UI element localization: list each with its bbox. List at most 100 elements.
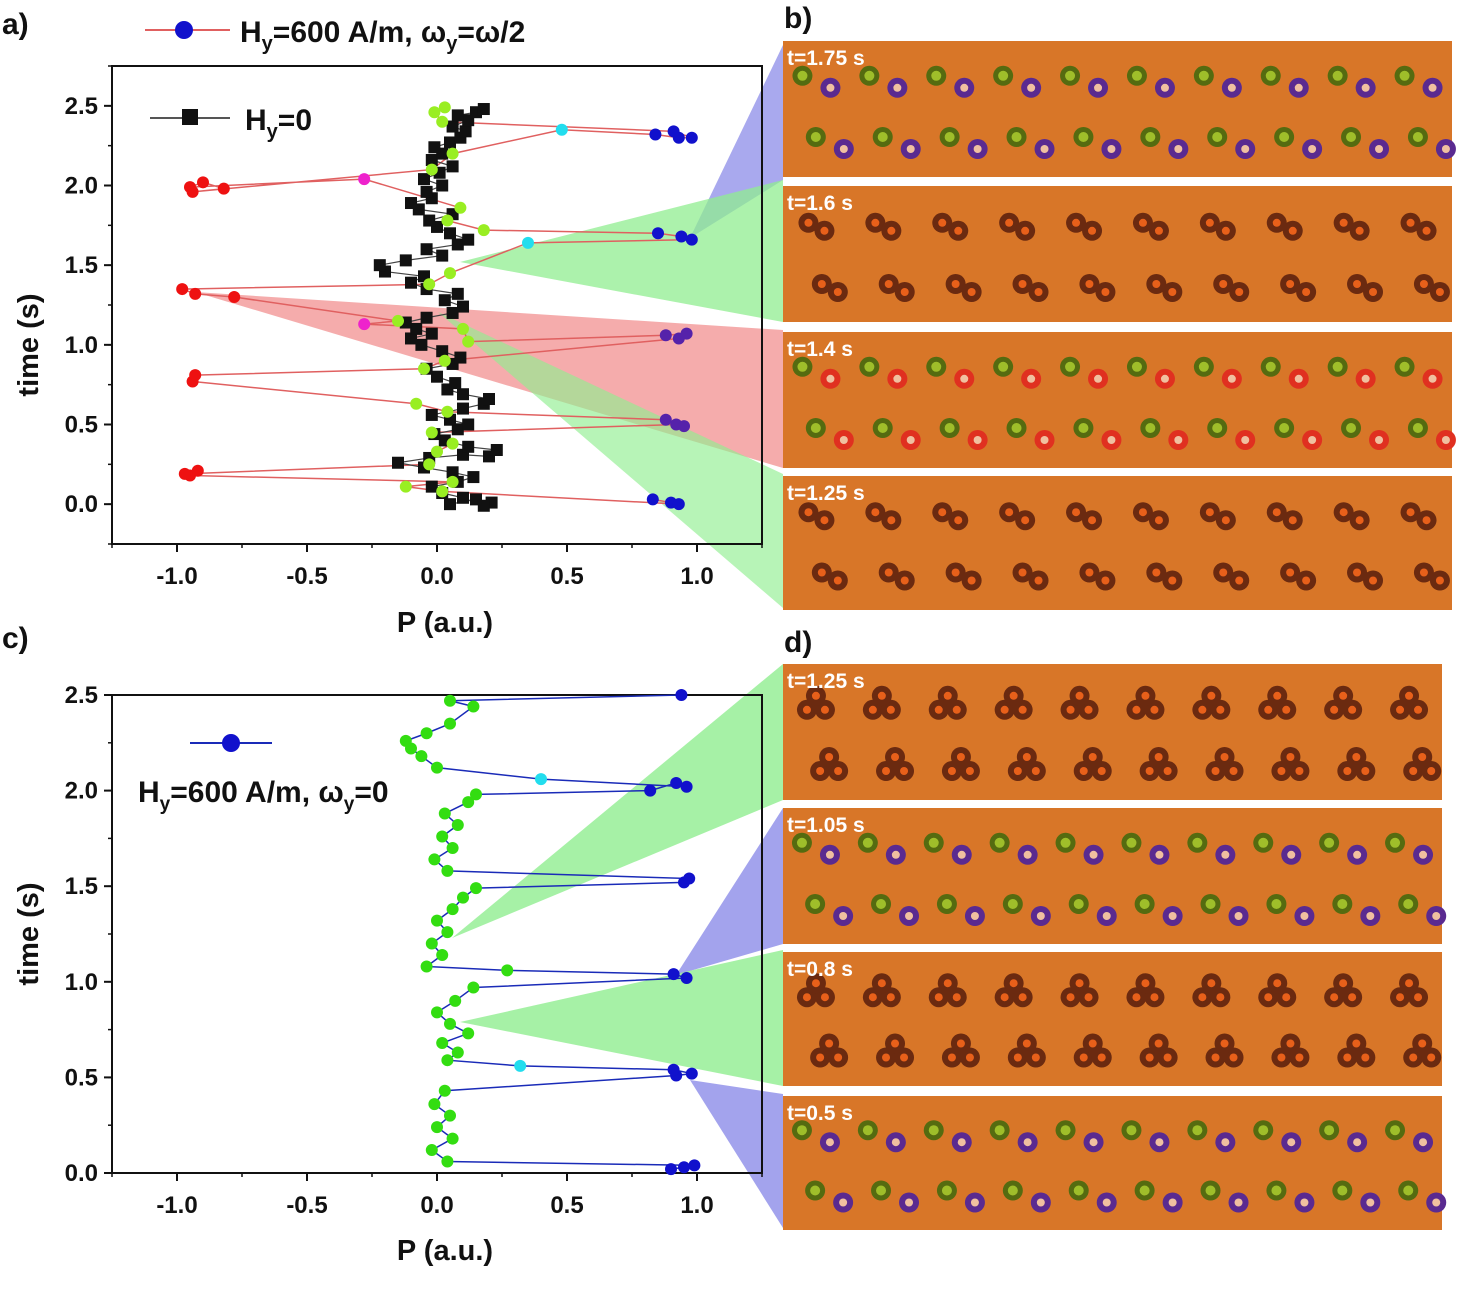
data-point-square — [425, 154, 438, 167]
colloid-core — [1101, 288, 1110, 296]
micrograph-background — [783, 186, 1452, 322]
colloid-core — [1369, 576, 1378, 585]
micrograph-time-label: t=1.75 s — [787, 47, 865, 70]
data-point-circle — [399, 734, 412, 747]
legend-c-sub: y — [160, 794, 171, 815]
colloid-green-core — [1279, 132, 1290, 142]
colloid-colored-core — [1155, 850, 1164, 859]
colloid-core — [951, 280, 960, 288]
data-point-circle — [680, 327, 693, 340]
series-hy600-omega0 — [399, 689, 701, 1176]
legend-a2-base: H — [245, 104, 267, 137]
colloid-green-core — [1139, 899, 1150, 909]
colloid-core — [1163, 1053, 1172, 1062]
colloid-core — [1138, 218, 1147, 227]
colloid-core — [1088, 1039, 1097, 1048]
data-point-square — [444, 227, 456, 240]
data-point-square — [444, 136, 456, 149]
colloid-core — [825, 753, 834, 761]
colloid-green-core — [1145, 423, 1156, 433]
data-point-square — [415, 338, 428, 351]
a-ytick-label: 0.0 — [65, 491, 98, 518]
colloid-green-core — [928, 1125, 939, 1136]
data-point-circle — [438, 101, 451, 114]
colloid-core — [1079, 1053, 1088, 1062]
colloid-green-core — [864, 361, 875, 372]
data-point-circle — [680, 780, 693, 793]
colloid-colored-core — [1375, 436, 1384, 444]
colloid-green-core — [1346, 423, 1357, 433]
data-point-circle — [667, 968, 680, 981]
data-point-circle — [438, 354, 451, 367]
colloid-colored-core — [1094, 374, 1103, 383]
data-point-circle — [436, 1036, 449, 1049]
data-point-circle — [420, 960, 433, 973]
colloid-core — [1235, 288, 1244, 296]
colloid-green-core — [944, 132, 955, 142]
data-point-square — [467, 471, 480, 484]
data-point-circle — [446, 1132, 459, 1145]
colloid-colored-core — [1234, 1198, 1243, 1207]
micrograph-time-label: t=1.05 s — [787, 814, 865, 837]
data-point-square — [418, 173, 430, 186]
colloid-core — [1018, 280, 1027, 288]
data-point-circle — [189, 369, 202, 382]
colloid-core — [1353, 568, 1362, 577]
colloid-core — [1207, 979, 1216, 988]
colloid-core — [868, 993, 877, 1002]
colloid-green-core — [941, 899, 952, 909]
colloid-colored-core — [960, 83, 969, 92]
data-point-square — [477, 499, 490, 512]
wedge-green-1-6 — [460, 180, 783, 322]
a-ytick-label: 1.5 — [65, 252, 98, 279]
colloid-core — [1352, 753, 1361, 761]
colloid-green-core — [796, 1125, 807, 1136]
colloid-core — [900, 767, 909, 775]
data-point-circle — [670, 776, 683, 789]
colloid-core — [1435, 576, 1444, 585]
colloid-core — [1302, 576, 1311, 585]
colloid-core — [1422, 516, 1431, 525]
colloid-core — [1229, 1053, 1238, 1062]
data-point-circle — [649, 128, 662, 141]
colloid-core — [834, 767, 843, 775]
colloid-green-core — [1205, 899, 1216, 909]
wedge-green-1-25 — [438, 312, 783, 608]
panel-label-c: c) — [2, 622, 29, 655]
data-point-square — [457, 300, 469, 313]
data-point-square — [425, 327, 438, 340]
colloid-core — [1075, 979, 1084, 988]
data-point-square — [454, 351, 467, 364]
data-point-square — [423, 214, 436, 227]
colloid-core — [1021, 226, 1030, 235]
micrograph-t-0-5-s: t=0.5 s — [783, 1096, 1447, 1230]
data-point-circle — [438, 807, 451, 820]
colloid-green-core — [1346, 132, 1357, 142]
data-point-circle — [667, 1063, 680, 1076]
c-xtick-label: 1.0 — [680, 1192, 713, 1219]
data-point-square — [405, 332, 417, 345]
colloid-core — [1145, 1053, 1154, 1062]
colloid-core — [1018, 705, 1027, 714]
colloid-green-core — [998, 361, 1009, 372]
colloid-core — [954, 516, 963, 525]
colloid-core — [1273, 979, 1282, 988]
data-point-circle — [457, 891, 469, 904]
colloid-core — [871, 508, 880, 517]
data-point-circle — [431, 761, 443, 774]
data-point-circle — [449, 994, 462, 1007]
colloid-core — [1288, 516, 1297, 525]
colloid-core — [1330, 993, 1339, 1002]
data-point-circle — [441, 926, 454, 939]
a-xtick-label: -1.0 — [156, 563, 197, 590]
colloid-core — [1348, 705, 1357, 714]
colloid-core — [1084, 993, 1093, 1002]
colloid-core — [817, 568, 826, 577]
data-point-square — [420, 311, 433, 324]
colloid-core — [934, 705, 943, 714]
data-point-circle — [652, 227, 664, 240]
colloid-core — [1168, 288, 1177, 296]
colloid-core — [1021, 516, 1030, 525]
data-point-circle — [189, 287, 202, 300]
data-point-circle — [191, 464, 204, 477]
